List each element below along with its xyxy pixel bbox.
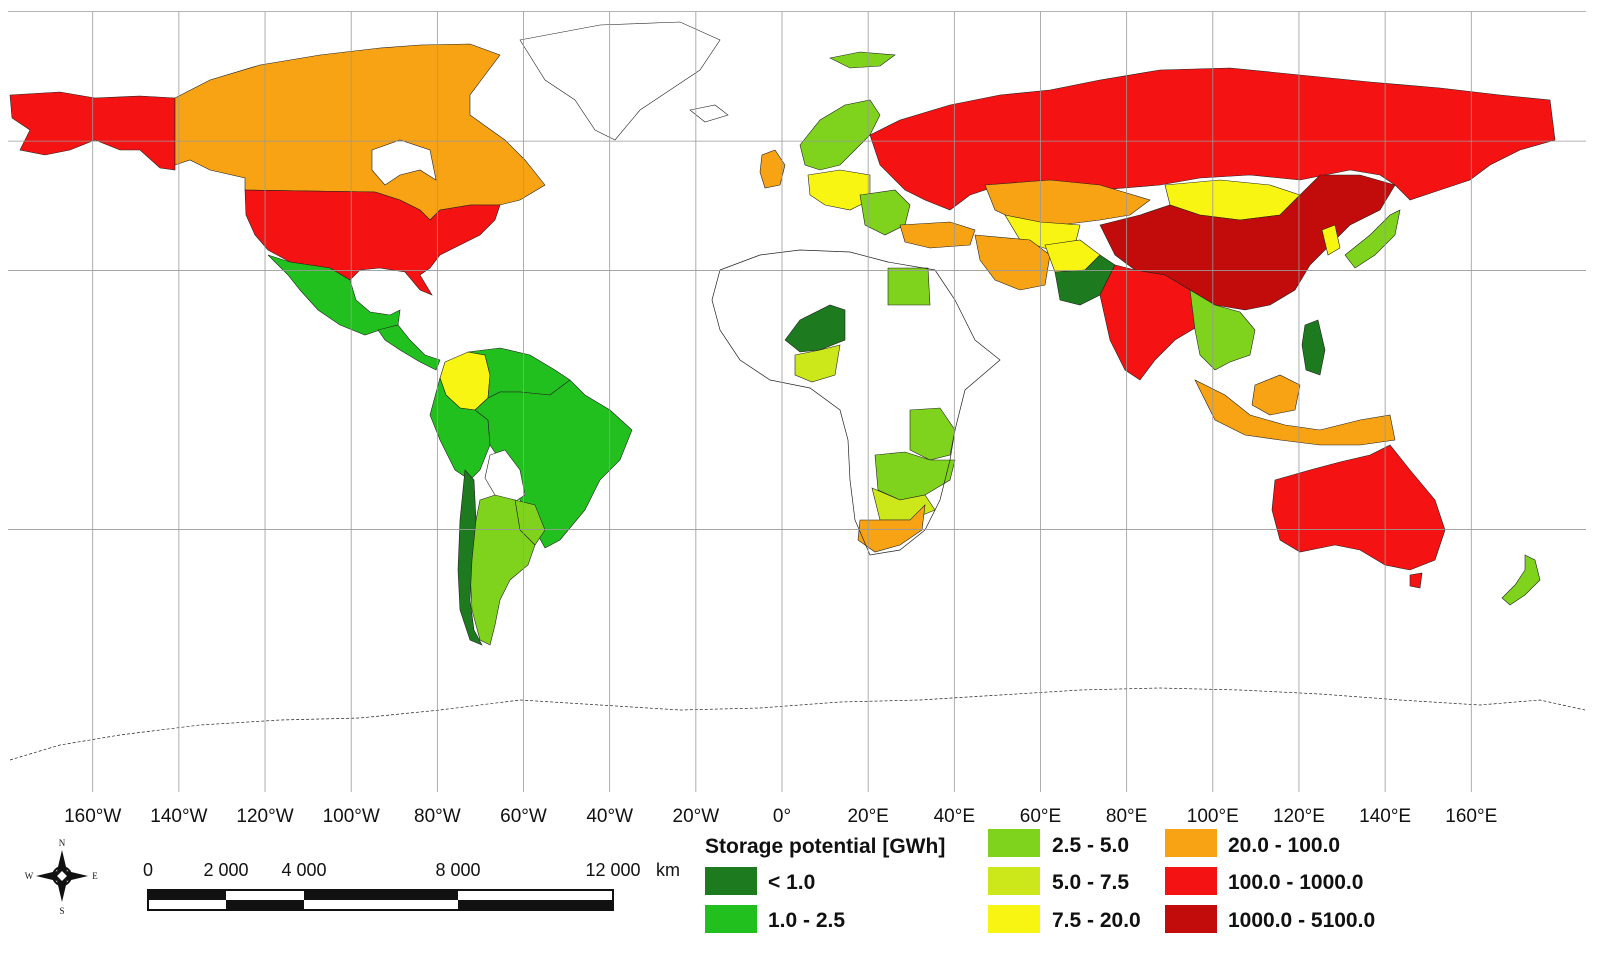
longitude-label: 140°W — [150, 806, 207, 827]
region-new-zealand — [1501, 554, 1541, 606]
legend-swatch-7-5-20 — [988, 905, 1040, 933]
longitude-label: 80°W — [414, 806, 461, 827]
region-africa-outline — [711, 249, 1001, 556]
region-egypt — [887, 267, 931, 306]
compass-south-arrow — [57, 876, 67, 902]
region-western-europe — [807, 169, 871, 211]
legend-swatch-1-2-5 — [705, 905, 757, 933]
legend-swatch-1000-5100 — [1165, 905, 1217, 933]
region-iran — [974, 234, 1051, 291]
region-east-africa — [909, 407, 956, 461]
region-japan — [1344, 209, 1401, 269]
compass-n-label: N — [59, 838, 66, 848]
scale-bar: 0 2 000 4 000 8 000 12 000 km — [143, 860, 680, 911]
scale-label-2000: 2 000 — [203, 860, 248, 880]
region-brazil — [474, 379, 633, 549]
legend-swatch-100-1000 — [1165, 867, 1217, 895]
longitude-label: 40°E — [934, 806, 975, 827]
region-nigeria — [794, 344, 841, 383]
land-layer — [9, 21, 1586, 761]
longitude-label: 20°W — [673, 806, 720, 827]
longitude-label: 60°W — [500, 806, 547, 827]
compass-east-arrow — [62, 871, 88, 881]
compass-west-arrow — [36, 871, 62, 881]
legend-title: Storage potential [GWh] — [705, 835, 945, 858]
compass-center — [55, 869, 69, 883]
compass-rose: N S E W — [25, 838, 99, 916]
legend-label-100-1000: 100.0 - 1000.0 — [1228, 871, 1363, 894]
region-central-america — [377, 324, 441, 371]
scale-label-4000: 4 000 — [281, 860, 326, 880]
region-borneo — [1251, 374, 1301, 416]
compass-north-arrow — [57, 850, 67, 876]
legend-swatch-2-5-5 — [988, 829, 1040, 857]
scale-label-12000: 12 000 — [585, 860, 640, 880]
region-iceland — [689, 104, 729, 123]
legend-swatch-lt1 — [705, 867, 757, 895]
region-southern-africa — [874, 451, 956, 501]
legend-label-20-100: 20.0 - 100.0 — [1228, 834, 1340, 857]
legend-label-1-2-5: 1.0 - 2.5 — [768, 909, 845, 932]
region-greenland — [519, 21, 721, 141]
longitude-label: 160°W — [64, 806, 121, 827]
region-antarctica-outline — [9, 687, 1586, 761]
region-indonesia — [1194, 379, 1396, 446]
region-mexico — [267, 254, 401, 336]
scale-label-0: 0 — [143, 860, 153, 880]
longitude-label: 120°E — [1273, 806, 1325, 827]
longitude-label: 100°E — [1187, 806, 1239, 827]
region-turkey — [899, 221, 976, 249]
legend-label-2-5-5: 2.5 - 5.0 — [1052, 834, 1129, 857]
scale-unit: km — [656, 860, 680, 880]
region-chile — [457, 469, 483, 646]
compass-s-label: S — [59, 906, 64, 916]
longitude-label: 140°E — [1359, 806, 1411, 827]
longitude-label: 60°E — [1020, 806, 1061, 827]
longitude-labels: 160°W 140°W 120°W 100°W 80°W 60°W 40°W 20°W 0° 20… — [64, 806, 1497, 827]
scale-segment — [458, 900, 613, 910]
scale-segment — [226, 900, 304, 910]
region-bolivia — [484, 449, 526, 506]
region-southeast-asia — [1189, 289, 1256, 371]
longitude-label: 120°W — [236, 806, 293, 827]
legend-label-7-5-20: 7.5 - 20.0 — [1052, 909, 1141, 932]
region-peru — [429, 376, 491, 481]
region-australia — [1271, 444, 1446, 571]
legend-label-5-7-5: 5.0 - 7.5 — [1052, 871, 1129, 894]
longitude-label: 40°W — [586, 806, 633, 827]
longitude-label: 0° — [773, 806, 791, 827]
hudson-bay — [371, 139, 437, 186]
region-canada — [174, 43, 546, 221]
region-tasmania — [1409, 572, 1423, 589]
scale-segment — [148, 890, 226, 900]
legend-label-1000-5100: 1000.0 - 5100.0 — [1228, 909, 1375, 932]
longitude-label: 100°W — [323, 806, 380, 827]
longitude-label: 80°E — [1106, 806, 1147, 827]
region-korea — [1321, 224, 1341, 256]
longitude-label: 160°E — [1445, 806, 1497, 827]
legend-label-lt1: < 1.0 — [768, 871, 815, 894]
graticule — [8, 11, 1586, 792]
region-philippines — [1301, 319, 1326, 376]
compass-w-label: W — [25, 871, 34, 881]
compass-ring — [52, 866, 72, 886]
legend-swatch-5-7-5 — [988, 867, 1040, 895]
region-south-africa — [857, 504, 926, 553]
region-niger — [784, 304, 846, 353]
legend-swatch-20-100 — [1165, 829, 1217, 857]
scale-label-8000: 8 000 — [435, 860, 480, 880]
legend: Storage potential [GWh] < 1.0 1.0 - 2.5 … — [705, 829, 1375, 933]
region-uk — [759, 149, 786, 189]
region-svalbard — [829, 51, 896, 69]
compass-e-label: E — [92, 871, 98, 881]
longitude-label: 20°E — [847, 806, 888, 827]
scale-segment — [304, 890, 458, 900]
